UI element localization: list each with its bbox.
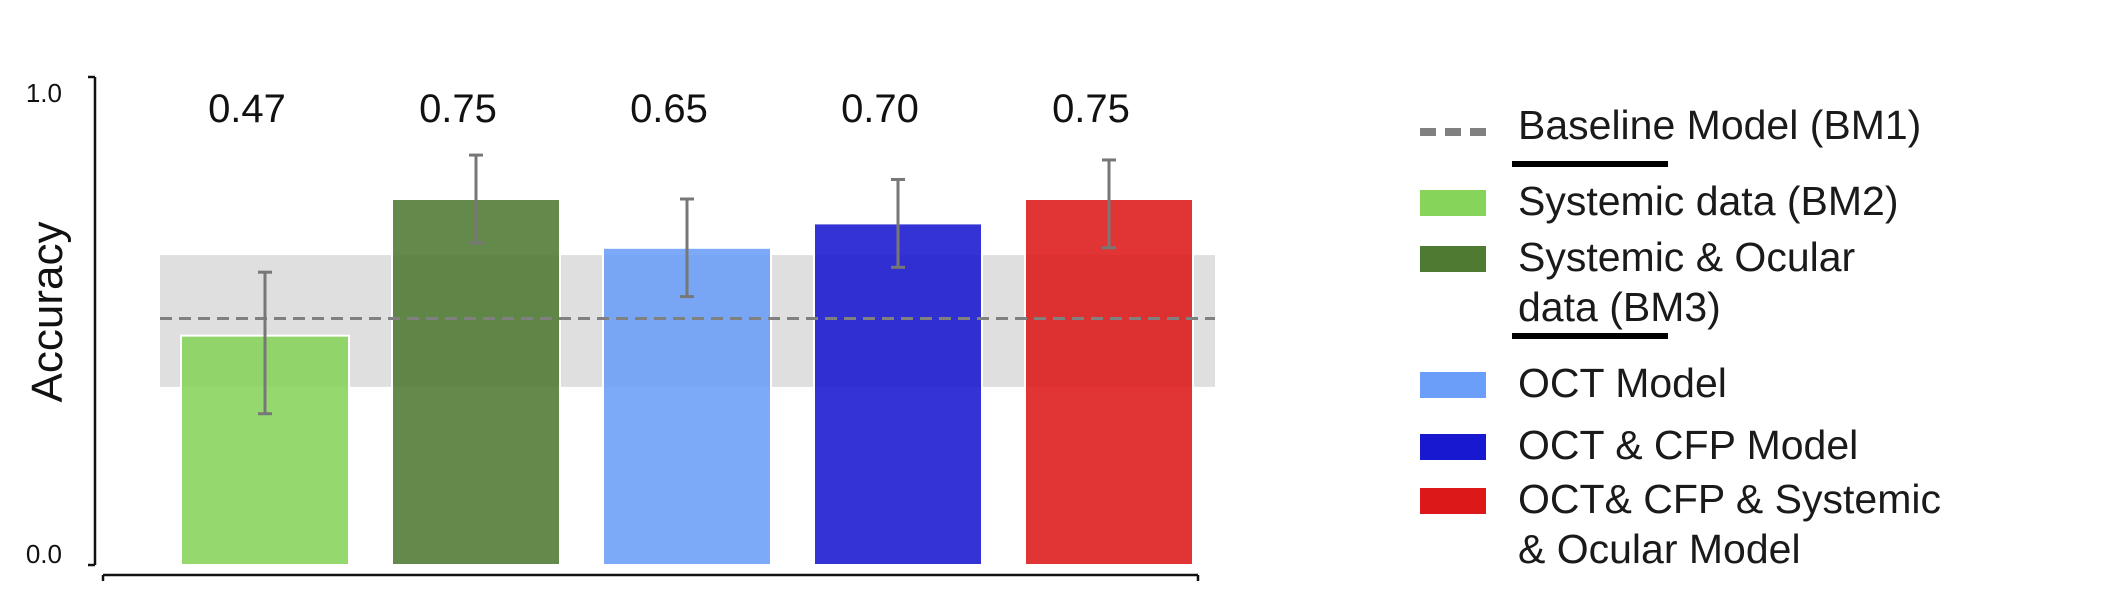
value-label-2: 0.75 [419,87,497,131]
value-label-3: 0.65 [630,87,708,131]
y-tick-label-top: 1.0 [26,78,62,108]
legend-swatch-systemic [1420,190,1486,216]
legend-divider-1 [1512,161,1668,167]
bar-layer [180,198,1194,567]
bar-2 [391,198,561,566]
legend-dash-swatch [1420,128,1486,136]
bar-3 [602,246,772,567]
legend-label-oct-cfp: OCT & CFP Model [1518,422,1859,468]
legend-label-systemic: Systemic data (BM2) [1518,178,1899,224]
legend-swatch-oct-cfp-systemic-ocular [1420,488,1486,514]
legend-swatch-oct [1420,372,1486,398]
legend: Baseline Model (BM1) Systemic data (BM2)… [1420,100,2110,580]
bar-5 [1024,198,1194,566]
legend-item-systemic: Systemic data (BM2) [1420,176,1899,226]
legend-label-oct-cfp-systemic-ocular: OCT& CFP & Systemic & Ocular Model [1518,476,1941,572]
axis-layer: 1.0 0.0 Accuracy [23,75,1200,581]
legend-item-oct: OCT Model [1420,358,1727,408]
legend-swatch-oct-cfp [1420,434,1486,460]
error-bar-layer [258,153,1116,416]
legend-label-systemic-ocular: Systemic & Ocular data (BM3) [1518,234,1856,330]
value-label-4: 0.70 [841,87,919,131]
legend-item-oct-cfp: OCT & CFP Model [1420,420,1858,470]
y-tick-label-bottom: 0.0 [26,539,62,569]
value-label-layer: 0.47 0.75 0.65 0.70 0.75 [208,87,1130,131]
legend-item-baseline: Baseline Model (BM1) [1420,100,1921,150]
value-label-1: 0.47 [208,87,286,131]
value-label-5: 0.75 [1052,87,1130,131]
y-axis-title: Accuracy [23,222,72,403]
legend-swatch-systemic-ocular [1420,246,1486,272]
legend-item-oct-cfp-systemic-ocular: OCT& CFP & Systemic & Ocular Model [1420,474,1941,574]
accuracy-bar-chart: 0.47 0.75 0.65 0.70 0.75 1.0 0.0 Accuracy [23,75,1215,581]
bar-4 [813,222,983,566]
legend-label-baseline: Baseline Model (BM1) [1518,102,1922,148]
legend-divider-2 [1512,333,1668,339]
legend-label-oct: OCT Model [1518,360,1727,406]
legend-item-systemic-ocular: Systemic & Ocular data (BM3) [1420,232,1855,332]
